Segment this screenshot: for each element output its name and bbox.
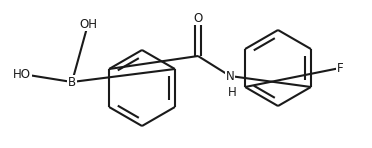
Text: H: H bbox=[228, 86, 236, 99]
Text: OH: OH bbox=[79, 17, 97, 30]
Text: O: O bbox=[193, 12, 203, 25]
Text: B: B bbox=[68, 75, 76, 89]
Text: N: N bbox=[226, 70, 234, 82]
Text: F: F bbox=[337, 62, 343, 74]
Text: HO: HO bbox=[13, 67, 31, 81]
